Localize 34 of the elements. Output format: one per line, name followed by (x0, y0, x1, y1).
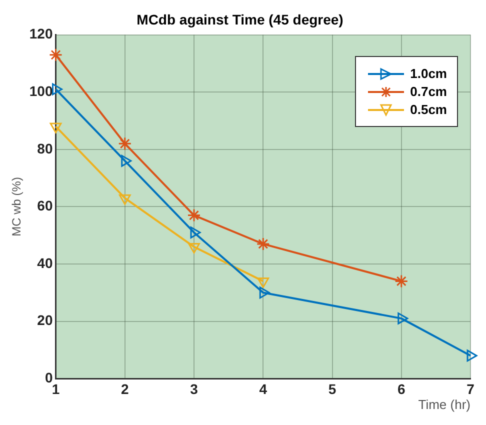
point (187, 208, 201, 222)
point (118, 136, 132, 150)
point (50, 122, 62, 134)
x-tick-label: 5 (328, 380, 336, 397)
x-axis-title: Time (hr) (418, 396, 470, 412)
x-tick-label: 7 (466, 380, 475, 397)
point (466, 350, 478, 362)
y-tick-label: 80 (37, 140, 53, 156)
x-tick-label: 2 (120, 380, 129, 397)
y-axis-title: MC wb (%) (10, 177, 24, 236)
y-tick-label: 120 (29, 26, 53, 42)
y-tick-label: 20 (37, 312, 53, 328)
chart-title: MCdb against Time (45 degree) (136, 11, 344, 28)
point (394, 274, 408, 288)
y-tick-label: 0 (44, 369, 53, 386)
x-tick-label: 3 (190, 380, 198, 397)
point (256, 237, 270, 251)
point (121, 154, 132, 167)
y-tick-label: 40 (37, 254, 53, 271)
point (398, 312, 408, 324)
x-tick-label: 6 (397, 380, 406, 397)
legend-label: 1.0cm (410, 66, 447, 81)
y-tick-label: 100 (29, 82, 53, 99)
legend-label: 0.7cm (410, 84, 447, 99)
point (259, 286, 270, 299)
legend-label: 0.5cm (410, 102, 447, 117)
x-tick-label: 1 (52, 380, 60, 397)
y-tick-label: 60 (37, 198, 53, 214)
x-tick-label: 4 (259, 380, 268, 397)
point (49, 48, 63, 62)
point (257, 277, 270, 288)
point (188, 243, 200, 254)
point (118, 194, 131, 205)
point (190, 226, 201, 238)
